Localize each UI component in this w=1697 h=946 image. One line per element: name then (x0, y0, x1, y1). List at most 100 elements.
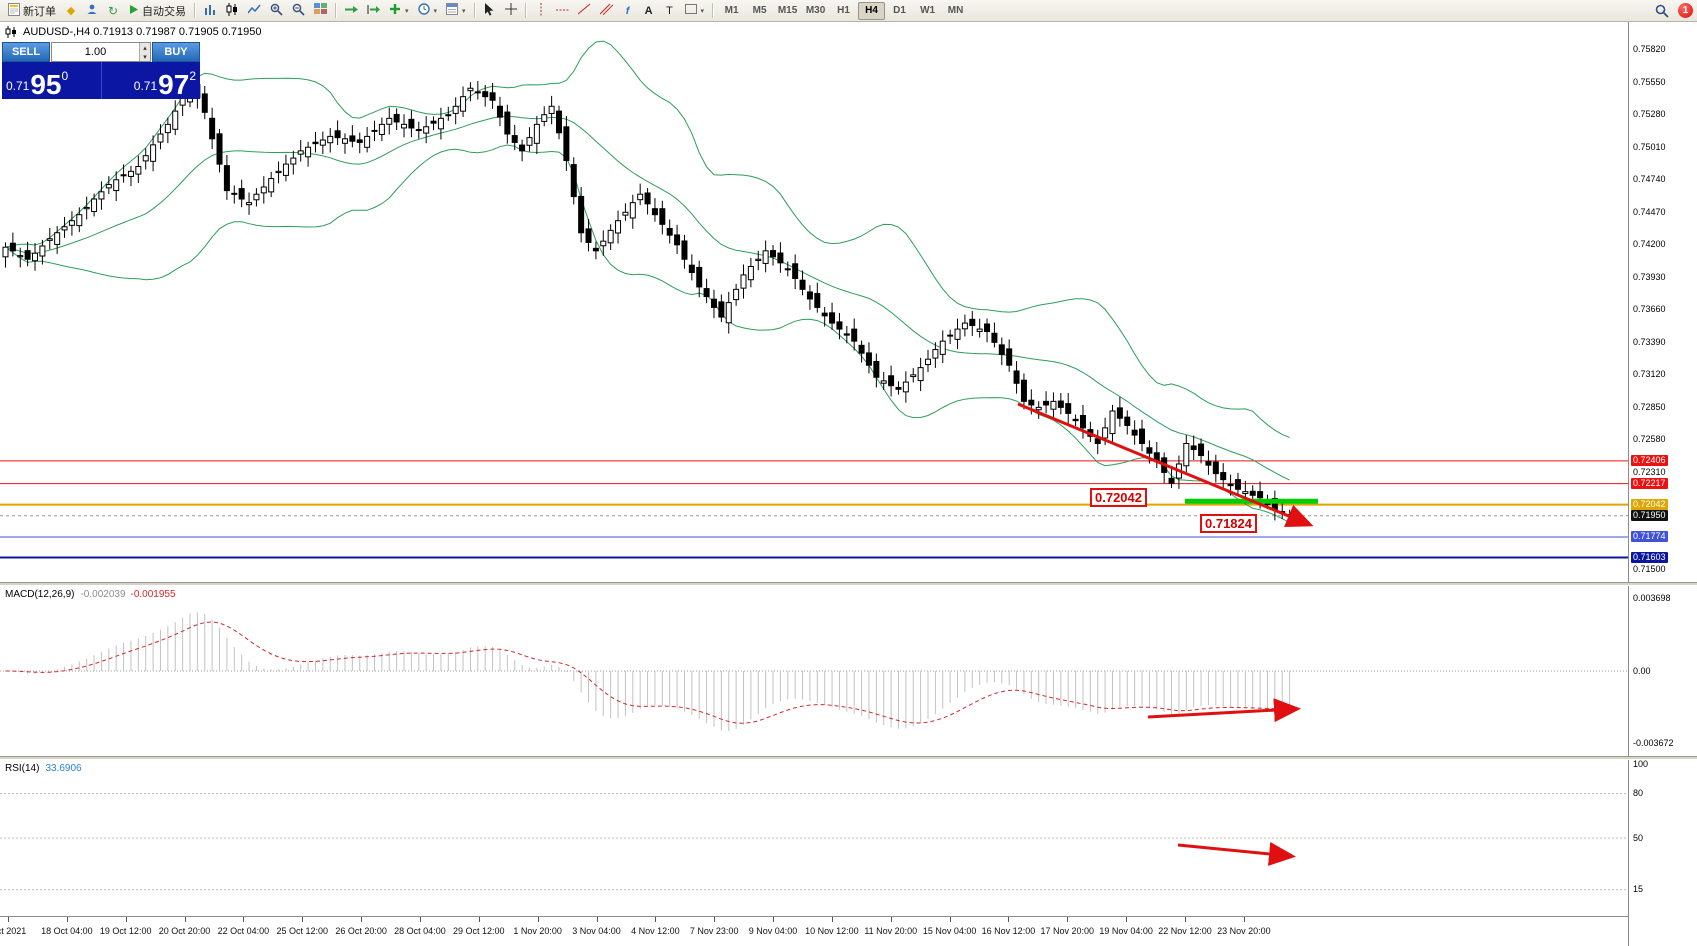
time-tick (1008, 917, 1010, 922)
refresh-button[interactable]: ↻ (103, 1, 123, 21)
timeframe-h1[interactable]: H1 (830, 2, 857, 20)
chart-shift-button[interactable] (363, 1, 384, 21)
timeframe-m30[interactable]: M30 (802, 2, 829, 20)
support-price-label[interactable]: 0.72042 (1090, 488, 1147, 507)
time-axis-label: 11 Nov 20:00 (864, 926, 918, 936)
label-button[interactable]: T (660, 1, 680, 21)
rsi-axis-label: 80 (1633, 788, 1644, 799)
price-axis-label: 0.74740 (1633, 174, 1666, 185)
text-button[interactable]: A (639, 1, 659, 21)
candlestick-chart[interactable] (0, 22, 1628, 582)
indicators-button[interactable]: ▾ (385, 1, 413, 21)
macd-panel[interactable]: MACD(12,26,9) -0.002039 -0.001955 (0, 586, 1628, 756)
periods-button[interactable]: ▾ (414, 1, 442, 21)
sell-price[interactable]: 0.71 95 0 (6, 68, 69, 100)
zoom-out-button[interactable] (288, 1, 309, 21)
macd-trend-arrow[interactable] (1147, 698, 1301, 723)
refresh-icon: ↻ (107, 3, 119, 18)
vertical-line-button[interactable] (531, 1, 551, 21)
time-tick (184, 917, 186, 922)
macd-axis-label: 0.003698 (1633, 592, 1671, 603)
breakdown-price-label[interactable]: 0.71824 (1200, 514, 1257, 533)
hline-icon (555, 5, 569, 17)
time-tick (596, 917, 598, 922)
time-axis-label: 7 Nov 23:00 (689, 926, 739, 936)
zoom-in-button[interactable] (266, 1, 287, 21)
time-tick (302, 917, 304, 922)
price-axis[interactable]: 0.75820 0.75550 0.75280 0.75010 0.74740 0.744… (1628, 22, 1697, 946)
price-axis-label: 0.72217 (1631, 478, 1668, 490)
price-axis-label: 0.71774 (1631, 531, 1668, 543)
chevron-down-icon: ▾ (433, 7, 438, 15)
timeframe-h4[interactable]: H4 (858, 1, 886, 20)
price-axis-label: 0.71950 (1631, 510, 1668, 522)
candlestick-chart-button[interactable] (222, 1, 243, 21)
toolbar-separator (712, 3, 715, 18)
lot-size-stepper[interactable]: ▴ ▾ (51, 42, 151, 62)
panel-separator[interactable] (0, 756, 1697, 760)
trendline-button[interactable] (574, 1, 595, 21)
time-axis-label: 9 Nov 04:00 (748, 926, 798, 936)
shapes-button[interactable]: ▾ (681, 1, 709, 21)
time-tick (66, 917, 68, 922)
time-axis-label: 1 Nov 20:00 (513, 926, 562, 936)
channel-button[interactable] (596, 1, 617, 21)
time-tick (773, 917, 775, 922)
price-axis-label: 0.71603 (1631, 552, 1668, 564)
time-axis-label: 22 Nov 12:00 (1158, 926, 1212, 936)
rsi-panel[interactable]: RSI(14) 33.6906 (0, 760, 1628, 916)
price-axis-label: 0.72310 (1633, 466, 1666, 477)
new-order-button[interactable]: 新订单 (4, 1, 60, 21)
downtrend-arrow[interactable] (1017, 402, 1314, 528)
timeframe-m5[interactable]: M5 (746, 2, 773, 20)
crosshair-button[interactable] (501, 1, 521, 21)
chart-title-text: AUDUSD-,H4 0.71913 0.71987 0.71905 0.719… (23, 26, 262, 38)
lot-increase-button[interactable]: ▴ (138, 43, 150, 52)
bollinger-upper-band (5, 40, 1290, 438)
sell-button[interactable]: SELL (2, 42, 50, 62)
fibonacci-button[interactable]: f (618, 1, 638, 21)
plus-icon (389, 3, 401, 18)
rsi-trend-arrow[interactable] (1177, 842, 1296, 866)
rsi-axis-label: 50 (1633, 832, 1644, 843)
horizontal-line-button[interactable] (552, 1, 573, 21)
time-tick (1243, 917, 1245, 922)
rsi-chart[interactable] (0, 760, 1628, 916)
price-axis-label: 0.71500 (1633, 564, 1666, 575)
auto-trading-button[interactable]: 自动交易 (124, 1, 190, 21)
timeframe-mn[interactable]: MN (942, 2, 969, 20)
auto-scroll-button[interactable] (341, 1, 362, 21)
zoomout-icon (292, 3, 305, 19)
price-axis-label: 0.75010 (1633, 141, 1666, 152)
buy-button[interactable]: BUY (152, 42, 200, 62)
macd-chart[interactable] (0, 586, 1628, 756)
timeframe-d1[interactable]: D1 (886, 2, 913, 20)
data-window-button[interactable] (82, 1, 102, 21)
lot-decrease-button[interactable]: ▾ (138, 52, 150, 61)
timeframe-m1[interactable]: M1 (718, 2, 745, 20)
bar-chart-button[interactable] (200, 1, 221, 21)
price-axis-label: 0.74200 (1633, 239, 1666, 250)
panel-separator[interactable] (0, 582, 1697, 586)
time-axis-label: 17 Nov 20:00 (1040, 926, 1095, 936)
timeframe-w1[interactable]: W1 (914, 2, 941, 20)
time-axis[interactable]: Oct 2021 18 Oct 04:00 19 Oct 12:00 20 Oct 2… (0, 916, 1628, 946)
line-chart-button[interactable] (244, 1, 265, 21)
lot-size-input[interactable] (52, 43, 139, 61)
chevron-down-icon: ▾ (462, 7, 466, 15)
cursor-button[interactable] (480, 1, 500, 21)
bars-icon (204, 3, 217, 18)
buy-price[interactable]: 0.71 97 2 (133, 68, 196, 100)
templates-button[interactable]: ▾ (442, 1, 470, 21)
trend-icon (577, 3, 591, 18)
price-chart-panel[interactable]: AUDUSD-,H4 0.71913 0.71987 0.71905 0.719… (0, 22, 1628, 582)
time-axis-label: 23 Nov 20:00 (1217, 926, 1271, 936)
price-axis-label: 0.73120 (1633, 369, 1666, 380)
timeframe-m15[interactable]: M15 (774, 2, 801, 20)
zoomin-icon (270, 3, 283, 19)
time-tick (8, 917, 9, 922)
market-watch-button[interactable]: ◆ (61, 1, 81, 21)
search-button[interactable] (1651, 1, 1673, 21)
tile-windows-button[interactable] (310, 1, 331, 21)
notification-badge[interactable]: 1 (1678, 3, 1693, 18)
